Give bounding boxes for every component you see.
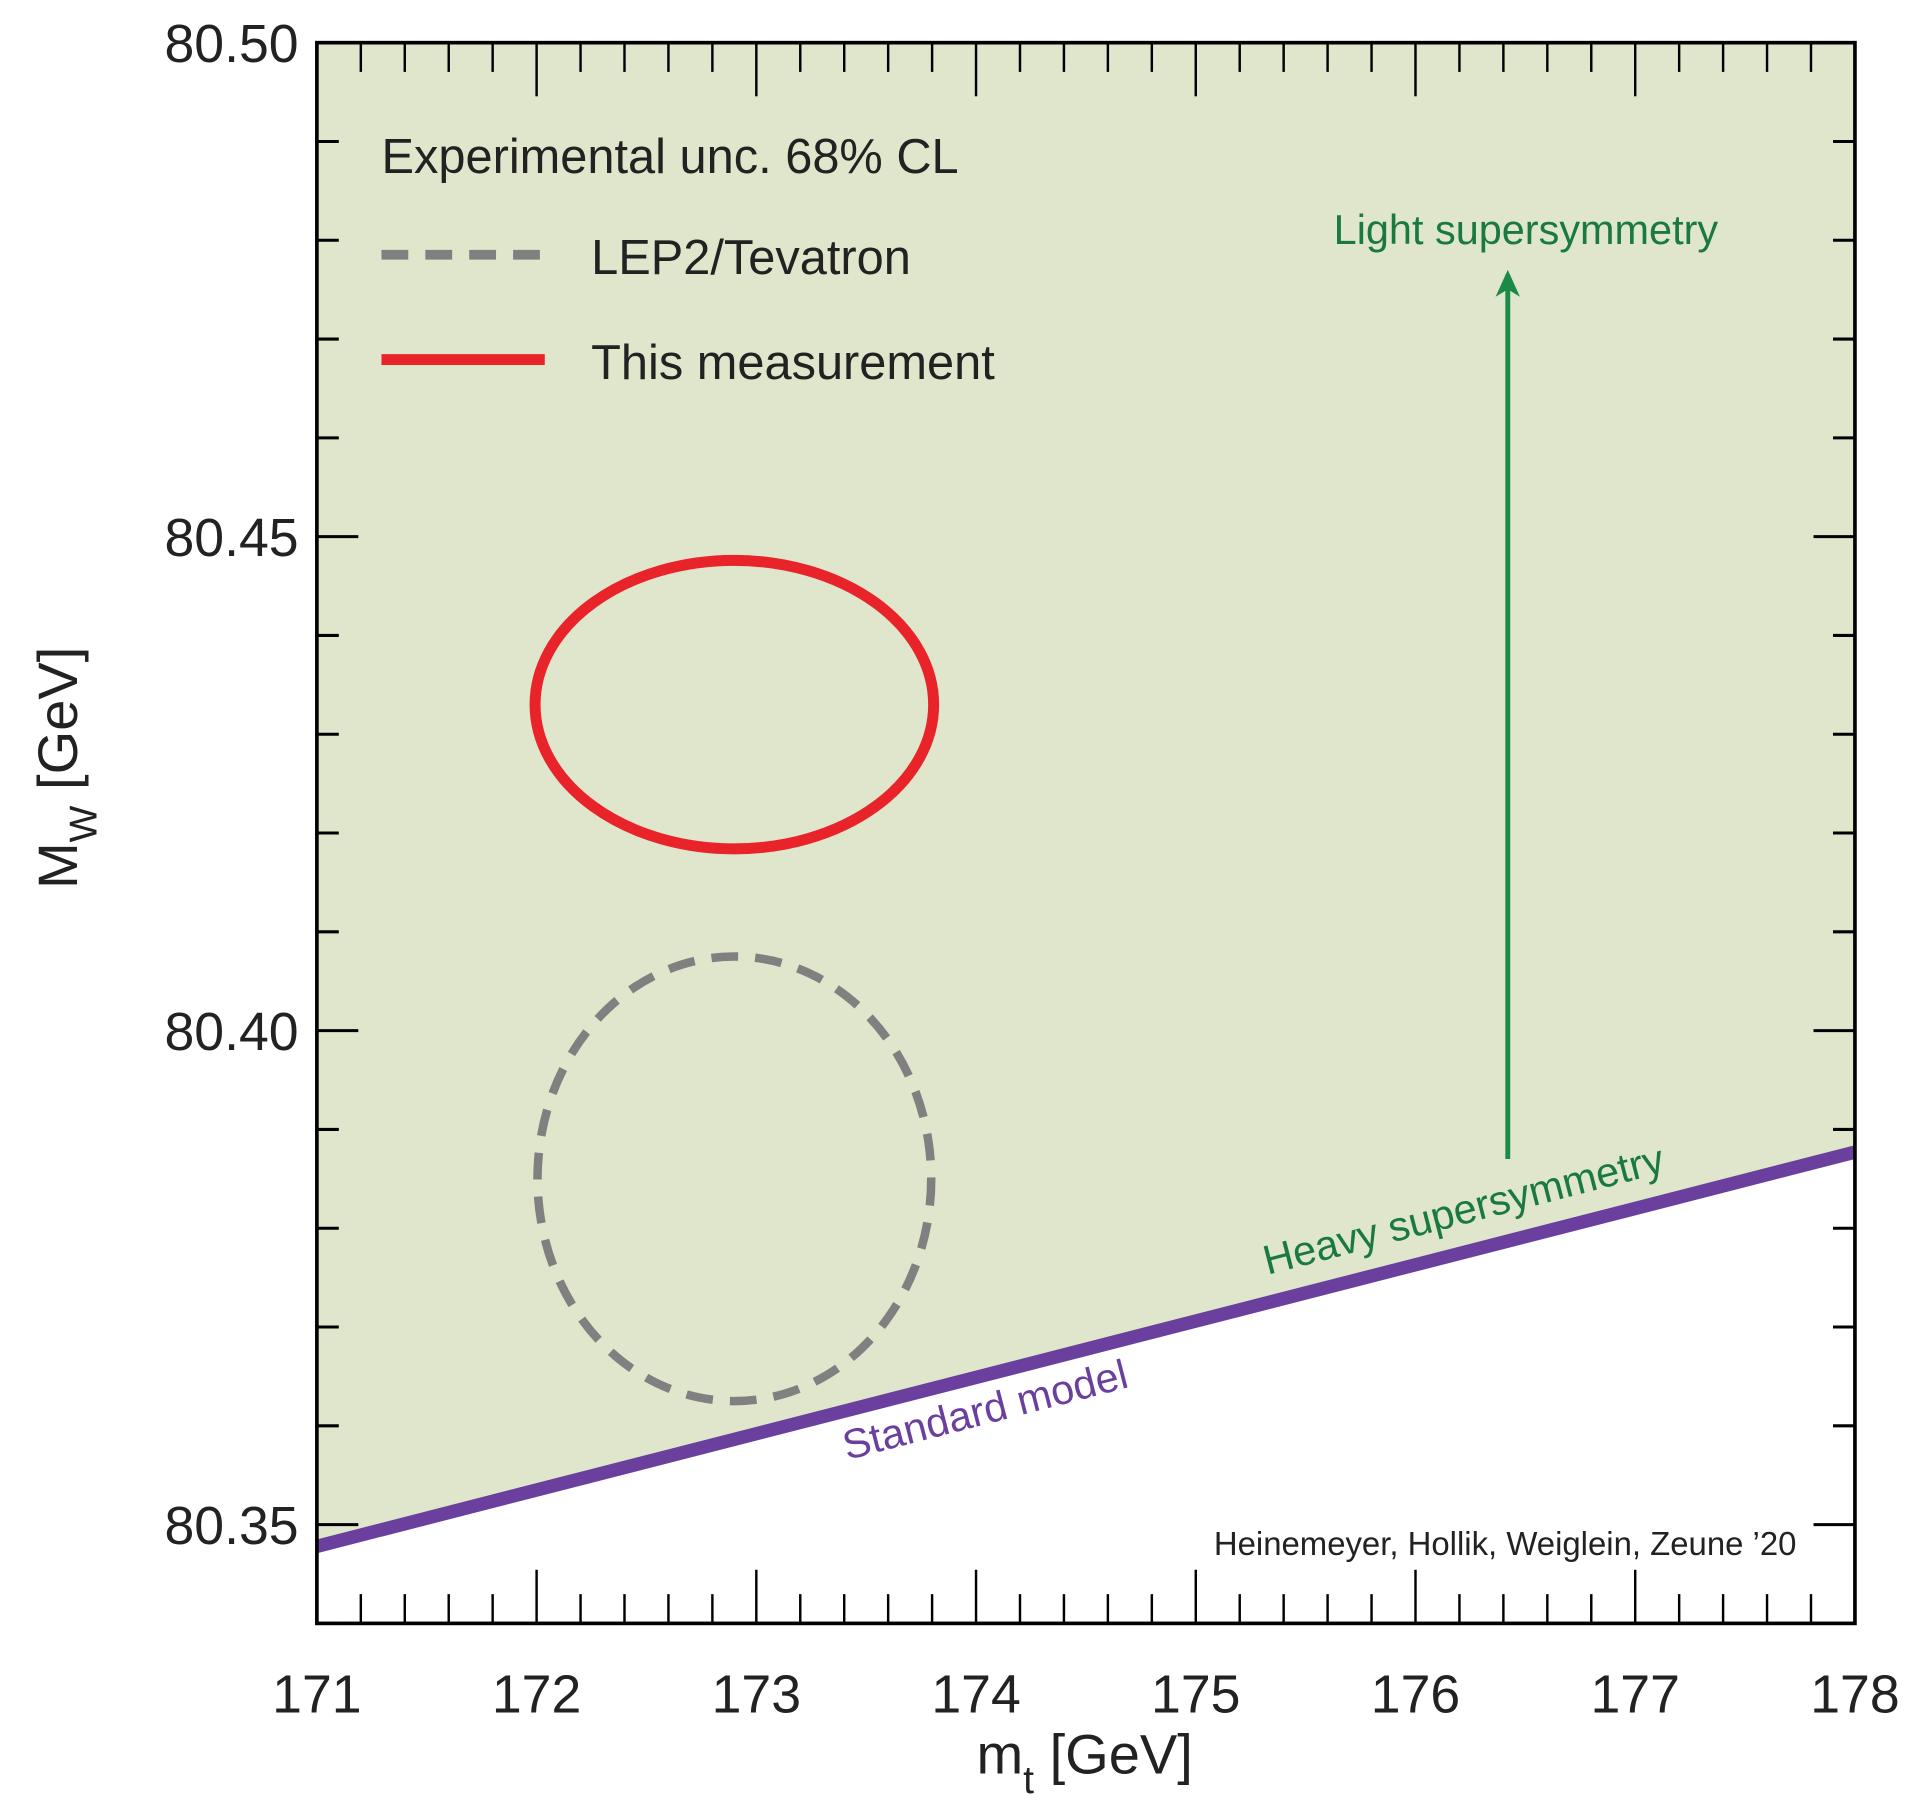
annotation-light-susy: Light supersymmetry xyxy=(1334,206,1719,253)
y-tick-label: 80.50 xyxy=(164,14,298,74)
x-tick-label: 173 xyxy=(712,1664,801,1724)
y-tick-label: 80.40 xyxy=(164,1002,298,1062)
mssm-region xyxy=(316,42,1855,1547)
plot-area xyxy=(315,42,1857,1553)
x-axis-label: mt [GeV] xyxy=(976,1722,1192,1802)
x-tick-label: 175 xyxy=(1151,1664,1240,1724)
credit: Heinemeyer, Hollik, Weiglein, Zeune ’20 xyxy=(1214,1525,1797,1562)
legend-label-lep2: LEP2/Tevatron xyxy=(591,231,911,285)
this-measurement-ellipse xyxy=(529,554,940,855)
standard-model-line xyxy=(315,1145,1857,1553)
arrow-head-icon xyxy=(1495,269,1520,297)
legend-label-measurement: This measurement xyxy=(591,336,995,390)
x-tick-label: 172 xyxy=(492,1664,581,1724)
plot-frame xyxy=(315,40,1857,1626)
x-tick-label: 177 xyxy=(1590,1664,1679,1724)
x-tick-label: 176 xyxy=(1371,1664,1460,1724)
y-axis-label: MW [GeV] xyxy=(26,647,106,889)
y-tick-label: 80.45 xyxy=(164,508,298,568)
y-tick-label: 80.35 xyxy=(164,1496,298,1556)
y-tick-labels: 80.35 80.40 80.45 80.50 xyxy=(164,14,298,1556)
x-tick-label: 171 xyxy=(272,1664,361,1724)
lep2-tevatron-ellipse xyxy=(533,952,936,1406)
legend-title: Experimental unc. 68% CL xyxy=(381,130,958,184)
x-tick-label: 178 xyxy=(1810,1664,1899,1724)
x-tick-label: 174 xyxy=(931,1664,1020,1724)
x-tick-labels: 171 172 173 174 175 176 177 178 xyxy=(272,1664,1900,1724)
